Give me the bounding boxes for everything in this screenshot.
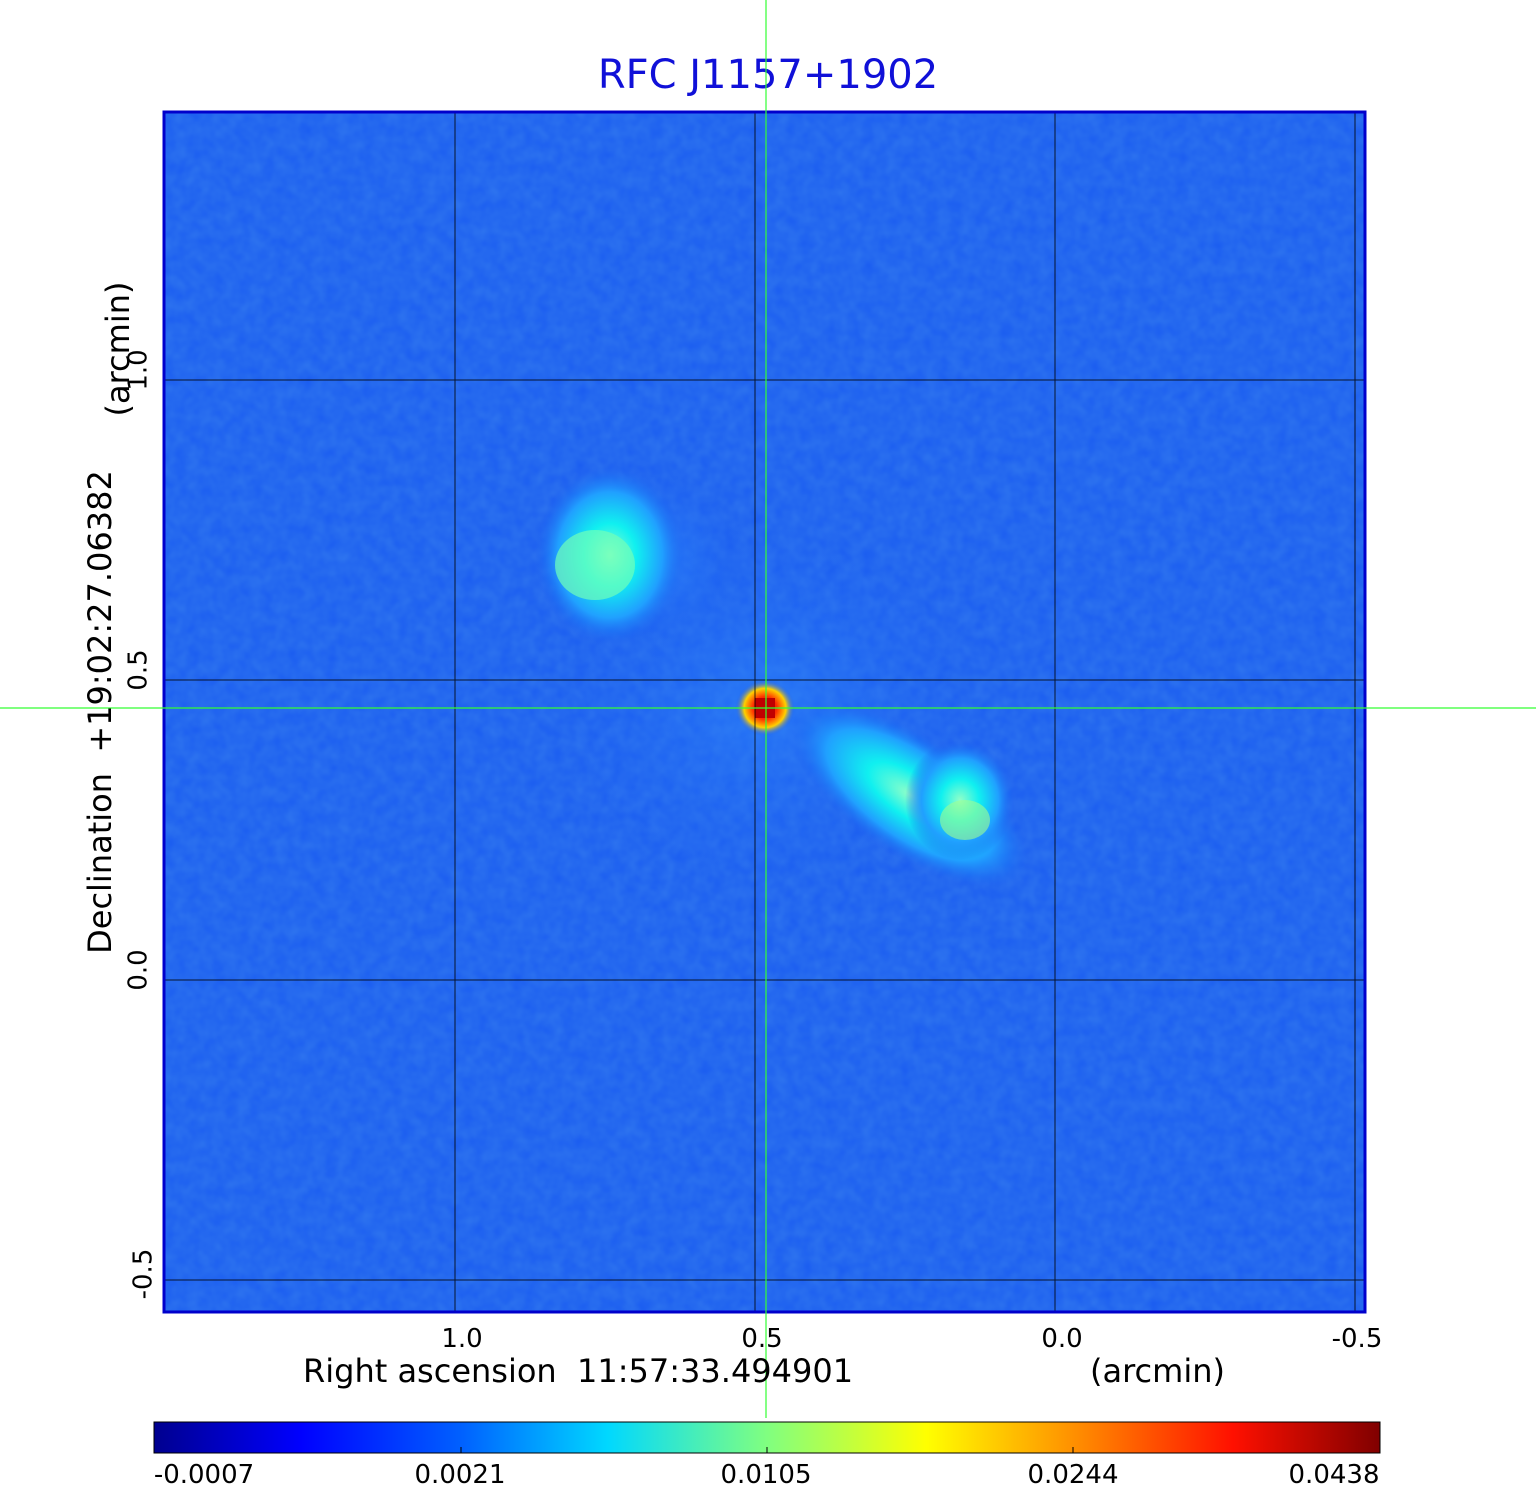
x-tick-label: -0.5 [1331,1324,1383,1354]
x-tick-label: 0.0 [1041,1324,1083,1354]
colorbar-tick-label: 0.0244 [1027,1460,1119,1490]
colorbar-tick-marks [460,1447,1074,1453]
y-tick-label: 0.5 [123,649,154,691]
colorbar-tick-label: 0.0438 [1288,1460,1380,1490]
colorbar-tick-label: -0.0007 [153,1460,255,1490]
y-tick-label: -0.5 [128,1248,159,1300]
image-field [164,112,1365,1312]
y-axis-unit: (arcmin) [99,281,137,417]
image-title: RFC J1157+1902 [597,52,939,98]
colorbar-tick-label: 0.0021 [414,1460,506,1490]
x-tick-label: 0.5 [741,1324,783,1354]
x-axis-unit: (arcmin) [1090,1352,1225,1390]
coordinate-grid [164,112,1365,1312]
x-tick-label: 1.0 [441,1324,483,1354]
colorbar-tick-label: 0.0105 [720,1460,812,1490]
crosshair [0,0,1536,1418]
y-tick-label: 0.0 [123,949,154,991]
x-axis-label: Right ascension 11:57:33.494901 [303,1352,854,1390]
image-frame [162,110,1367,1314]
